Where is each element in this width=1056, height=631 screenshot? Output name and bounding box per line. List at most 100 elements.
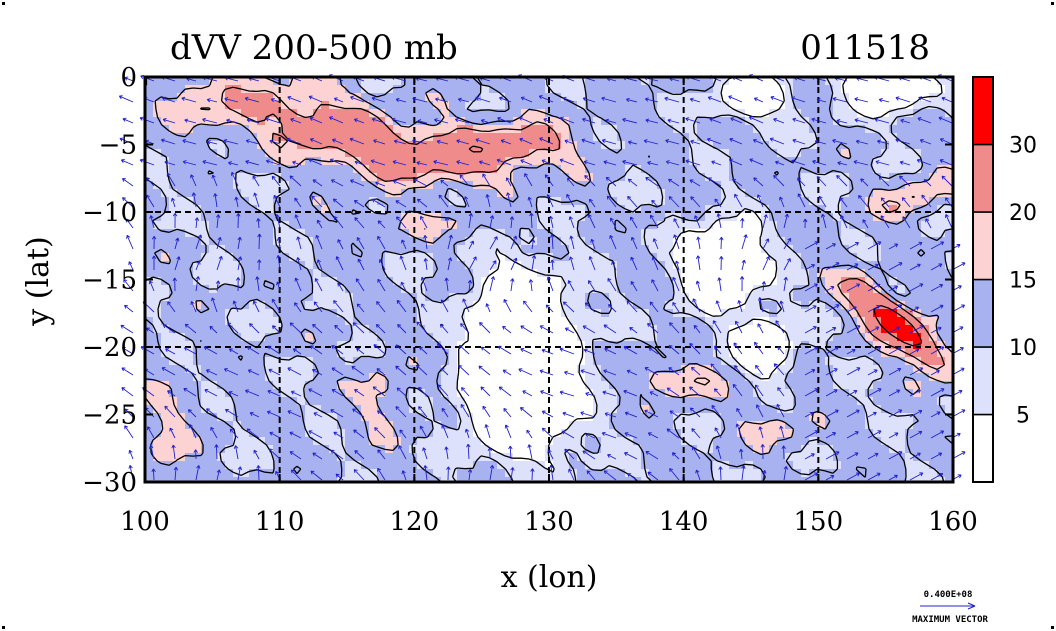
field-cell xyxy=(793,125,802,134)
field-cell xyxy=(705,317,714,326)
field-cell xyxy=(297,213,306,222)
field-cell xyxy=(553,173,562,182)
field-cell xyxy=(209,93,218,102)
field-cell xyxy=(489,389,498,398)
field-cell xyxy=(337,213,346,222)
field-cell xyxy=(561,141,570,150)
field-cell xyxy=(513,357,522,366)
field-cell xyxy=(417,357,426,366)
field-cell xyxy=(409,381,418,390)
field-cell xyxy=(737,381,746,390)
field-cell xyxy=(737,317,746,326)
field-cell xyxy=(305,325,314,334)
field-cell xyxy=(769,85,778,94)
field-cell xyxy=(321,189,330,198)
field-cell xyxy=(553,205,562,214)
field-cell xyxy=(801,85,810,94)
field-cell xyxy=(225,173,234,182)
field-cell xyxy=(937,413,946,422)
field-cell xyxy=(929,157,938,166)
field-cell xyxy=(777,445,786,454)
field-cell xyxy=(537,165,546,174)
field-cell xyxy=(417,205,426,214)
field-cell xyxy=(297,173,306,182)
field-cell xyxy=(625,213,634,222)
field-cell xyxy=(857,309,866,318)
field-cell xyxy=(689,253,698,262)
field-cell xyxy=(425,157,434,166)
field-cell xyxy=(913,221,922,230)
field-cell xyxy=(945,157,953,166)
field-cell xyxy=(881,157,890,166)
field-cell xyxy=(929,261,938,270)
field-cell xyxy=(473,173,482,182)
field-cell xyxy=(553,189,562,198)
field-cell xyxy=(929,197,938,206)
field-cell xyxy=(577,389,586,398)
field-cell xyxy=(505,213,514,222)
field-cell xyxy=(353,253,362,262)
field-cell xyxy=(257,277,266,286)
field-cell xyxy=(929,213,938,222)
field-cell xyxy=(697,93,706,102)
field-cell xyxy=(449,421,458,430)
field-cell xyxy=(801,213,810,222)
field-cell xyxy=(249,197,258,206)
field-cell xyxy=(473,413,482,422)
field-cell xyxy=(409,309,418,318)
field-cell xyxy=(521,445,530,454)
field-cell xyxy=(153,317,162,326)
field-cell xyxy=(849,445,858,454)
field-cell xyxy=(697,437,706,446)
field-cell xyxy=(673,109,682,118)
field-cell xyxy=(593,221,602,230)
field-cell xyxy=(441,469,450,478)
field-cell xyxy=(913,85,922,94)
field-cell xyxy=(385,109,394,118)
field-cell xyxy=(857,437,866,446)
field-cell xyxy=(657,205,666,214)
field-cell xyxy=(153,229,162,238)
field-cell xyxy=(777,421,786,430)
field-cell xyxy=(313,173,322,182)
field-cell xyxy=(673,85,682,94)
field-cell xyxy=(729,405,738,414)
field-cell xyxy=(409,165,418,174)
field-cell xyxy=(297,125,306,134)
field-cell xyxy=(457,213,466,222)
field-cell xyxy=(881,357,890,366)
field-cell xyxy=(153,445,162,454)
field-cell xyxy=(857,357,866,366)
field-cell xyxy=(641,157,650,166)
field-cell xyxy=(673,141,682,150)
field-cell xyxy=(601,261,610,270)
field-cell xyxy=(561,133,570,142)
field-cell xyxy=(489,229,498,238)
field-cell xyxy=(305,397,314,406)
field-cell xyxy=(617,373,626,382)
field-cell xyxy=(177,149,186,158)
field-cell xyxy=(657,109,666,118)
field-cell xyxy=(777,157,786,166)
field-cell xyxy=(265,109,274,118)
field-cell xyxy=(873,189,882,198)
field-cell xyxy=(625,173,634,182)
field-cell xyxy=(393,101,402,110)
field-cell xyxy=(369,461,378,470)
field-cell xyxy=(721,229,730,238)
field-cell xyxy=(265,253,274,262)
field-cell xyxy=(289,333,298,342)
field-cell xyxy=(785,365,794,374)
field-cell xyxy=(145,381,154,390)
field-cell xyxy=(881,397,890,406)
field-cell xyxy=(169,389,178,398)
field-cell xyxy=(337,237,346,246)
field-cell xyxy=(665,109,674,118)
field-cell xyxy=(569,317,578,326)
field-cell xyxy=(441,165,450,174)
field-cell xyxy=(945,173,953,182)
field-cell xyxy=(353,205,362,214)
field-cell xyxy=(905,285,914,294)
field-cell xyxy=(177,197,186,206)
field-cell xyxy=(209,125,218,134)
